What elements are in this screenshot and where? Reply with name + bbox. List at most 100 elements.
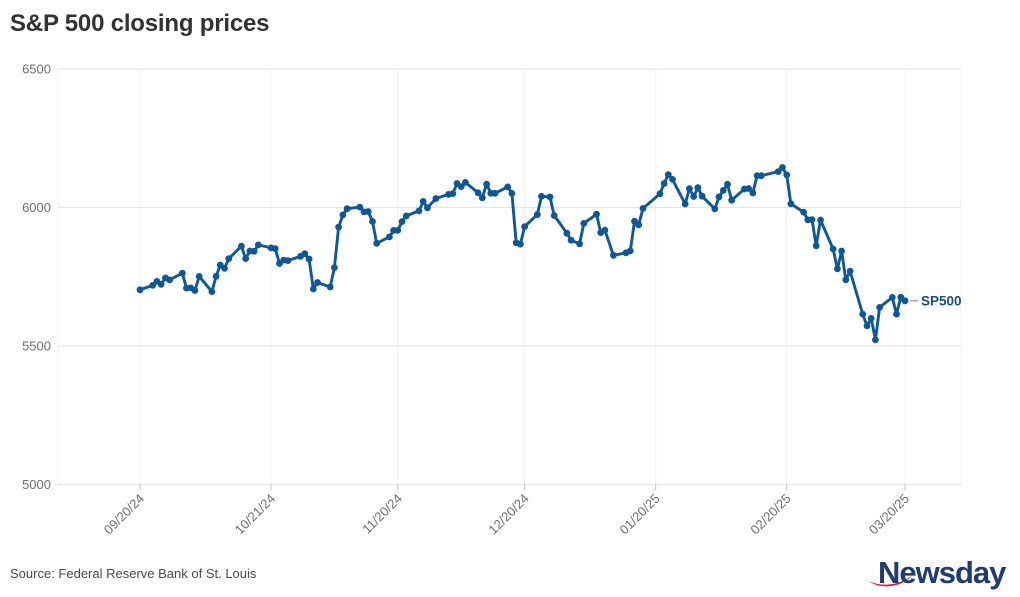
data-point [462, 179, 469, 186]
data-point [254, 241, 262, 249]
series-end-label: SP500 [921, 293, 962, 308]
data-point [225, 255, 233, 262]
data-point [483, 180, 490, 188]
data-point [563, 229, 571, 237]
data-point [635, 221, 643, 229]
data-point [250, 247, 258, 255]
chart-title: S&P 500 closing prices [10, 10, 270, 37]
newsday-logo-svg: Newsday [869, 555, 1008, 590]
data-point [449, 190, 457, 198]
data-point [238, 242, 245, 250]
data-point [639, 205, 647, 212]
data-point [842, 276, 850, 284]
data-point [478, 194, 486, 202]
data-point [812, 242, 820, 250]
y-axis-tick-label: 6000 [22, 200, 51, 215]
data-point [610, 251, 617, 259]
data-point [876, 304, 883, 311]
y-axis-tick-label: 5000 [22, 477, 51, 492]
logo-text: Newsday [878, 555, 1007, 590]
data-point [808, 216, 816, 224]
newsday-logo: Newsday [867, 551, 1015, 593]
data-point [681, 200, 689, 208]
data-point [212, 272, 220, 280]
series-line [138, 166, 907, 342]
data-point [745, 185, 752, 192]
data-point [457, 183, 465, 191]
data-point [191, 287, 199, 294]
y-axis-tick-label: 6500 [22, 62, 51, 77]
data-point [419, 198, 427, 205]
x-axis-tick-label: 02/20/25 [747, 491, 793, 537]
data-point [686, 185, 693, 193]
data-point [664, 171, 672, 179]
data-point [724, 180, 731, 188]
x-axis-tick-label: 03/20/25 [866, 491, 912, 537]
data-point [593, 210, 600, 218]
data-point [284, 257, 292, 264]
data-point [166, 276, 174, 284]
data-point [521, 223, 528, 231]
x-axis-tick-label: 11/20/24 [359, 491, 405, 537]
data-point [567, 236, 575, 244]
data-point [626, 247, 634, 255]
data-point [415, 207, 423, 215]
x-axis-tick-label: 10/21/24 [232, 491, 278, 537]
data-point [715, 193, 723, 201]
data-point [867, 315, 875, 322]
y-axis-tick-label: 5500 [22, 338, 51, 353]
data-point [783, 171, 791, 179]
data-point [817, 216, 824, 224]
data-point [136, 286, 144, 294]
line-chart: 6500 6000 5500 5000 09/20/24 10/21/24 11/20/24… [22, 62, 962, 538]
data-point [491, 189, 499, 197]
vertical-gridlines [57, 69, 962, 485]
data-point [580, 220, 588, 227]
data-point [373, 239, 381, 247]
data-point [221, 264, 228, 272]
data-points [136, 164, 909, 344]
data-point [326, 283, 334, 291]
data-point [834, 265, 841, 273]
data-point [838, 247, 845, 255]
data-point [893, 310, 900, 318]
data-point [550, 212, 558, 219]
data-point [546, 193, 554, 201]
data-point [178, 269, 186, 277]
data-point [343, 205, 351, 213]
data-point [305, 255, 313, 263]
data-point [314, 279, 321, 286]
data-point [859, 310, 867, 318]
data-point [208, 288, 216, 295]
data-point [800, 208, 807, 216]
data-point [242, 255, 250, 262]
data-point [517, 240, 524, 248]
data-point [872, 336, 879, 344]
data-point [690, 193, 698, 200]
data-point [356, 203, 364, 211]
data-point [749, 189, 757, 197]
data-point [656, 190, 664, 198]
data-point [424, 204, 431, 212]
data-point [774, 168, 782, 176]
data-point [719, 187, 727, 194]
x-axis-tick-label: 01/20/25 [616, 491, 662, 537]
horizontal-gridlines: 6500 6000 5500 5000 [22, 62, 961, 492]
data-point [660, 180, 668, 187]
x-axis: 09/20/24 10/21/24 11/20/24 12/20/24 01/20/25… [101, 484, 912, 537]
data-point [335, 223, 342, 231]
logo-swoosh-icon [869, 575, 912, 587]
data-point [339, 211, 347, 219]
data-point [829, 245, 837, 253]
data-point [533, 211, 541, 219]
data-point [787, 200, 795, 208]
data-point [538, 192, 545, 200]
data-point [757, 172, 765, 180]
data-point [863, 322, 871, 330]
data-point [432, 195, 440, 202]
data-point [195, 273, 203, 280]
data-point [694, 184, 702, 192]
data-point [901, 297, 909, 305]
source-credit: Source: Federal Reserve Bank of St. Loui… [10, 566, 257, 581]
